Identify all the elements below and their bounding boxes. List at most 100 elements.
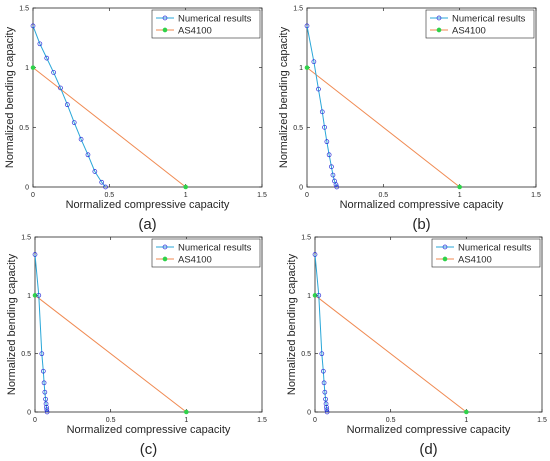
- data-point-numerical: [32, 252, 38, 257]
- x-tick-label: 1: [458, 192, 462, 199]
- legend-box: [425, 9, 535, 39]
- data-point-as4100: [30, 65, 36, 70]
- data-point-numerical: [312, 252, 318, 257]
- data-point-numerical: [99, 179, 105, 185]
- data-point-numerical: [37, 41, 43, 47]
- x-tick-label: 0.5: [106, 417, 116, 424]
- data-point-as4100: [183, 184, 188, 190]
- y-axis-title: Normalized bending capacity: [286, 253, 298, 395]
- series-line-numerical: [34, 254, 48, 413]
- x-tick-label: 0: [31, 192, 35, 199]
- legend-label-as4100: AS4100: [178, 25, 212, 36]
- data-point-numerical: [43, 401, 49, 407]
- y-axis-title: Normalized bending capacity: [6, 253, 18, 395]
- x-tick-label: 0.5: [386, 417, 396, 424]
- legend-label-numerical: Numerical results: [458, 242, 532, 253]
- data-point-numerical: [321, 380, 327, 386]
- data-point-numerical: [319, 351, 325, 357]
- panel-label: (d): [419, 441, 437, 458]
- legend-label-numerical: Numerical results: [178, 242, 252, 253]
- series-line-as4100: [314, 294, 467, 413]
- data-point-numerical: [40, 368, 46, 374]
- x-tick-label: 0: [305, 192, 309, 199]
- y-tick-label: 0: [25, 185, 29, 192]
- data-point-numerical: [78, 136, 84, 142]
- legend-swatch-marker-as4100: [442, 256, 448, 262]
- legend-swatch-marker-numerical: [436, 15, 442, 21]
- data-point-numerical: [323, 396, 328, 402]
- x-axis-title: Normalized compressive capacity: [67, 424, 231, 436]
- data-point-numerical: [329, 164, 334, 170]
- data-point-numerical: [320, 368, 326, 374]
- data-point-numerical: [85, 152, 91, 158]
- series-line-numerical: [306, 25, 338, 188]
- data-point-numerical: [324, 407, 330, 413]
- data-point-numerical: [324, 404, 329, 410]
- data-point-numerical: [44, 409, 50, 415]
- data-point-numerical: [330, 172, 336, 178]
- data-point-numerical: [304, 23, 310, 29]
- x-tick-label: 1: [184, 417, 188, 424]
- data-point-numerical: [64, 102, 70, 108]
- x-tick-label: 0.5: [104, 192, 114, 199]
- data-point-numerical: [322, 124, 327, 130]
- x-tick-label: 0.5: [378, 192, 388, 199]
- data-point-numerical: [44, 407, 50, 413]
- data-point-as4100: [184, 409, 189, 415]
- x-tick-label: 1.5: [537, 417, 547, 424]
- x-tick-label: 1: [464, 417, 468, 424]
- y-tick-label: 0: [27, 410, 31, 417]
- x-tick-label: 0: [33, 417, 37, 424]
- data-point-numerical: [311, 59, 317, 65]
- x-tick-label: 1.5: [257, 417, 267, 424]
- y-tick-label: 1.5: [21, 235, 31, 242]
- legend-swatch-marker-as4100: [162, 256, 168, 262]
- chart-panel-4: 0 0.5 1 1.5 0 0.5 1 1.5 Normalized compressive c…: [286, 235, 547, 459]
- chart-panel-1: 0 0.5 1 1.5 0 0.5 1 1.5 Normalized compressive c…: [4, 6, 267, 234]
- data-point-numerical: [324, 409, 330, 415]
- legend-swatch-marker-numerical: [442, 244, 448, 250]
- data-point-numerical: [316, 292, 322, 298]
- y-tick-label: 0.5: [21, 351, 31, 358]
- y-tick-label: 1: [307, 293, 311, 300]
- y-tick-label: 1: [27, 293, 31, 300]
- y-tick-label: 1.5: [293, 6, 303, 13]
- x-tick-label: 1: [184, 192, 188, 199]
- y-axis-title: Normalized bending capacity: [278, 26, 290, 168]
- legend-box: [151, 238, 261, 268]
- data-point-numerical: [71, 120, 77, 125]
- data-point-numerical: [334, 184, 340, 190]
- data-point-numerical: [44, 55, 50, 61]
- x-tick-label: 0: [313, 417, 317, 424]
- data-point-numerical: [92, 169, 98, 174]
- data-point-numerical: [324, 139, 330, 145]
- data-point-numerical: [319, 109, 325, 115]
- legend-swatch-marker-as4100: [436, 27, 442, 33]
- legend-label-numerical: Numerical results: [178, 13, 252, 24]
- series-line-as4100: [306, 67, 460, 188]
- panel-label: (b): [412, 216, 430, 233]
- x-tick-label: 1.5: [531, 192, 541, 199]
- y-tick-label: 1.5: [301, 235, 311, 242]
- data-point-numerical: [323, 401, 329, 407]
- y-tick-label: 0.5: [301, 351, 311, 358]
- data-point-numerical: [44, 404, 49, 410]
- data-point-numerical: [333, 182, 339, 187]
- legend-swatch-marker-as4100: [162, 27, 168, 33]
- panel-label: (a): [138, 216, 156, 233]
- y-tick-label: 0: [307, 410, 311, 417]
- data-point-as4100: [312, 293, 318, 298]
- data-point-numerical: [322, 389, 328, 395]
- legend-label-as4100: AS4100: [452, 25, 486, 36]
- data-point-numerical: [39, 351, 45, 357]
- y-tick-label: 1: [25, 65, 29, 72]
- x-axis-title: Normalized compressive capacity: [66, 199, 230, 211]
- legend-swatch-marker-numerical: [162, 244, 168, 250]
- series-line-as4100: [34, 294, 187, 413]
- data-point-as4100: [457, 184, 462, 190]
- legend-swatch-marker-numerical: [162, 15, 168, 21]
- data-point-numerical: [30, 23, 36, 29]
